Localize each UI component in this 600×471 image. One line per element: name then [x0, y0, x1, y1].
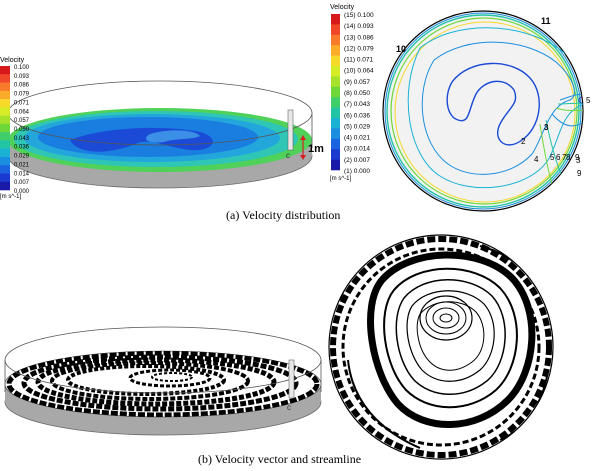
legend-left-tick: 0.029 [14, 154, 30, 160]
contour-label: 5 [550, 153, 555, 162]
legend-mid-tick: (5) 0.029 [344, 123, 370, 130]
contour-label: 10 [396, 44, 406, 54]
legend-left-swatch [0, 165, 10, 174]
legend-mid-swatch [331, 24, 340, 36]
legend-left-tick: 0.057 [14, 118, 30, 124]
legend-mid-swatch [331, 97, 340, 108]
legend-mid: Velocity (15) 0.100 (14) 0.093 (13) 0.086 (… [330, 4, 374, 182]
legend-mid-swatch [331, 118, 340, 129]
legend-left-tick: 0.086 [14, 83, 30, 89]
legend-mid-swatch [331, 107, 340, 119]
inlet-pipe [287, 109, 294, 151]
legend-mid-tick: (1) 0.000 [344, 168, 370, 175]
legend-left-tick: 0.100 [14, 65, 30, 71]
legend-left-tick: 0.071 [14, 100, 30, 106]
contour-label: 9 [577, 169, 582, 178]
legend-left-tick: 0.043 [14, 136, 30, 142]
streamline-plan-view [328, 234, 554, 460]
legend-left-tick: 0.079 [14, 92, 30, 98]
legend-mid-swatch [331, 86, 340, 98]
legend-mid-tick: (11) 0.071 [344, 57, 374, 64]
legend-mid-swatch [331, 128, 340, 140]
contour-label: 8 [566, 153, 571, 162]
velocity-vector-3d-view: c [4, 326, 322, 436]
legend-mid-tick: (2) 0.007 [344, 157, 370, 164]
legend-left-tick: 0.050 [14, 127, 30, 133]
velocity-3d-view: c 1m [7, 80, 324, 189]
contour-label: 5 [586, 96, 591, 105]
legend-mid-tick: (14) 0.093 [344, 23, 374, 30]
caption-b: (b) Velocity vector and streamline [198, 452, 362, 466]
legend-left-tick: 0.093 [14, 74, 30, 80]
legend-mid-tick: (12) 0.079 [344, 45, 374, 52]
legend-mid-title: Velocity [330, 4, 355, 11]
legend-left-swatch [0, 66, 10, 75]
legend-left-swatch [0, 181, 10, 191]
legend-mid-tick: (4) 0.021 [344, 135, 370, 142]
legend-mid-swatch [331, 159, 340, 171]
legend-left-swatch [0, 74, 10, 83]
legend-left-tick: 0.014 [14, 171, 30, 177]
legend-left-swatch [0, 148, 10, 158]
legend-mid-tick: (6) 0.036 [344, 112, 370, 119]
legend-left-swatch [0, 123, 10, 133]
legend-mid-swatch [331, 55, 340, 67]
legend-left-swatch [0, 107, 10, 116]
legend-left-swatch [0, 140, 10, 149]
svg-text:c: c [286, 151, 290, 160]
legend-left-swatch [0, 115, 10, 125]
legend-left-swatch [0, 82, 10, 92]
legend-left-tick: 0.036 [14, 145, 30, 151]
legend-mid-tick: (7) 0.043 [344, 101, 370, 108]
legend-left-tick: 0.021 [14, 162, 30, 168]
legend-mid-swatch [331, 45, 340, 56]
legend-mid-swatch [331, 76, 340, 88]
legend-left-swatch [0, 132, 10, 141]
contour-label: 4 [534, 155, 539, 164]
svg-text:c: c [287, 403, 291, 412]
contour-label: 2 [521, 137, 526, 146]
legend-left-unit: [m s^-1] [0, 194, 21, 200]
contour-label: 6 [556, 153, 561, 162]
inlet-pipe-b [288, 359, 295, 399]
scale-label: 1m [308, 143, 324, 155]
contour-label: 3 [576, 156, 581, 165]
legend-mid-tick: (3) 0.014 [344, 146, 370, 153]
legend-mid-swatch [331, 66, 340, 77]
legend-mid-swatch [331, 34, 340, 46]
legend-mid-tick: (15) 0.100 [344, 12, 374, 19]
legend-left-tick: 0.064 [14, 109, 30, 115]
legend-left-swatch [0, 90, 10, 100]
contour-label: 3 [544, 123, 549, 132]
legend-mid-unit: [m s^-1] [330, 176, 351, 182]
legend-left-swatch [0, 173, 10, 183]
caption-a: (a) Velocity distribution [226, 208, 341, 222]
legend-left: Velocity 0.100 0.093 0.086 0.079 0.071 0.064 0… [0, 57, 30, 200]
contour-label: 11 [541, 16, 551, 26]
legend-mid-swatch [331, 149, 340, 160]
contour-label: 7 [562, 153, 567, 162]
legend-mid-tick: (9) 0.057 [344, 79, 370, 86]
legend-mid-tick: (10) 0.064 [344, 68, 374, 75]
legend-left-swatch [0, 99, 10, 108]
legend-mid-swatch [331, 138, 340, 150]
legend-mid-tick: (13) 0.086 [344, 34, 374, 41]
legend-left-swatch [0, 156, 10, 166]
contour-label: 9 [575, 153, 580, 162]
legend-left-tick: 0.007 [14, 180, 30, 186]
legend-left-title: Velocity [0, 57, 25, 64]
legend-mid-swatch [331, 14, 340, 25]
legend-left-tick: 0.000 [14, 189, 30, 195]
legend-mid-tick: (8) 0.050 [344, 90, 370, 97]
